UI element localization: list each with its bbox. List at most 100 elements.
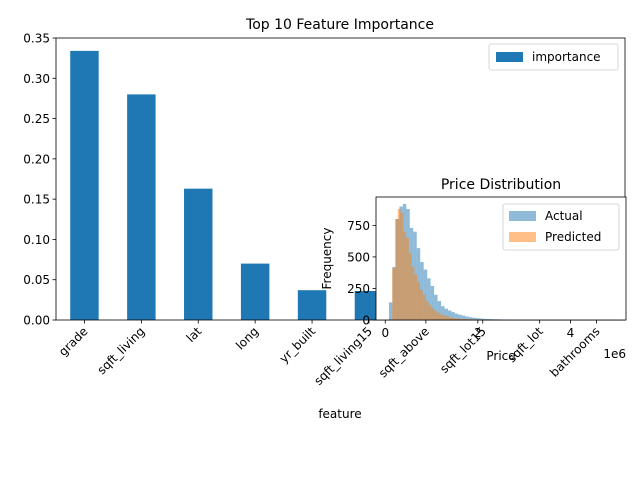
hist-bar-actual: [430, 285, 435, 320]
hist-bar-predicted: [433, 310, 437, 320]
hist-bar-actual: [388, 302, 393, 320]
inset-legend: Actual Predicted: [502, 203, 620, 251]
hist-bar-predicted: [439, 313, 443, 320]
hist-bar-predicted: [417, 282, 420, 320]
y-axis-ticks: 0.00 0.05 0.10 0.15 0.20 0.25 0.30 0.35: [23, 32, 56, 328]
hist-bar-actual: [437, 301, 442, 320]
bar-lat: [184, 188, 213, 320]
hist-bar-actual: [451, 312, 455, 320]
inset-legend-label: Predicted: [545, 230, 601, 244]
hist-bar-actual: [482, 318, 487, 320]
y-tick-label: 0.20: [23, 152, 50, 166]
bar-long: [240, 263, 270, 320]
hist-bar-predicted: [431, 308, 434, 320]
hist-bar-predicted: [461, 318, 465, 320]
plot-frame: [55, 37, 626, 321]
hist-bar-predicted: [406, 238, 409, 320]
inset-x-axis-ticks: 0 2 4: [381, 320, 574, 340]
x-axis-label: feature: [318, 407, 361, 421]
hist-bar-predicted: [400, 212, 404, 320]
y-tick-label: 0.35: [23, 32, 50, 46]
inset-y-axis-ticks: 0 250 500 750: [347, 219, 376, 328]
bar-grade: [70, 50, 99, 321]
hist-bar-actual: [489, 319, 494, 320]
hist-bar-actual: [434, 294, 438, 320]
inset-y-tick-label: 250: [347, 282, 370, 296]
hist-bar-predicted: [411, 267, 415, 320]
y-tick-label: 0.15: [23, 193, 50, 207]
inset-title: Price Distribution: [441, 177, 561, 193]
hist-bar-actual: [479, 318, 483, 320]
hist-bar-predicted: [428, 304, 432, 320]
hist-bar-actual: [472, 317, 476, 320]
hist-bar-actual: [427, 278, 431, 320]
hist-bar-predicted: [397, 208, 401, 320]
inset-x-tick-label: 2: [474, 326, 482, 340]
x-tick-label: grade: [56, 324, 91, 359]
hist-bar-predicted: [444, 316, 448, 320]
histogram-bars: [388, 203, 615, 320]
hist-bar-predicted: [394, 219, 398, 320]
y-tick-label: 0.05: [23, 273, 50, 287]
hist-bar-predicted: [467, 319, 470, 320]
y-tick-label: 0.10: [23, 233, 50, 247]
inset-legend-swatch: [509, 232, 536, 242]
inset-legend-label: Actual: [545, 209, 583, 223]
hist-bar-predicted: [392, 268, 395, 320]
hist-bar-predicted: [453, 317, 457, 320]
legend: importance: [488, 43, 619, 71]
x-axis-ticks: grade sqft_living lat long yr_builtsqft_livi…: [56, 320, 603, 388]
hist-bar-predicted: [414, 274, 418, 320]
x-tick-label: long: [233, 324, 261, 352]
hist-bar-predicted: [436, 312, 440, 320]
chart-title: Top 10 Feature Importance: [245, 17, 434, 33]
legend-box: [488, 43, 619, 71]
hist-bar-predicted: [464, 318, 468, 320]
price-distribution-chart: Price Distribution 0 250 500 750 0 2 4 Freque…: [320, 177, 627, 363]
hist-bar-predicted: [458, 318, 462, 320]
hist-bar-predicted: [447, 316, 451, 320]
hist-bar-predicted: [442, 315, 445, 320]
hist-bar-predicted: [408, 253, 412, 320]
hist-bar-predicted: [422, 294, 426, 320]
bar-sqft_living: [127, 94, 156, 321]
hist-bar-actual: [475, 318, 480, 320]
inset-y-axis-label: Frequency: [320, 228, 334, 290]
x-tick-label: bathrooms: [547, 324, 603, 380]
inset-plot-frame: [375, 196, 627, 321]
inset-y-tick-label: 750: [347, 219, 370, 233]
inset-x-offset-label: 1e6: [603, 347, 626, 361]
x-tick-label: sqft_living15: [311, 324, 375, 388]
legend-swatch: [496, 52, 523, 62]
inset-y-tick-label: 500: [347, 250, 370, 264]
inset-x-tick-label: 4: [567, 326, 575, 340]
hist-bar-actual: [461, 315, 466, 320]
axes-border: [55, 37, 626, 321]
inset-x-axis-label: Price: [486, 349, 515, 363]
inset-x-tick-label: 0: [381, 326, 389, 340]
hist-bar-predicted: [419, 289, 423, 320]
hist-bar-predicted: [425, 301, 429, 320]
inset-y-tick-label: 0: [362, 314, 370, 328]
hist-bar-actual: [458, 314, 462, 320]
hist-bar-actual: [486, 318, 490, 320]
bar-yr_built: [297, 290, 327, 320]
hist-bar-actual: [468, 317, 473, 320]
hist-bar-predicted: [403, 231, 407, 320]
hist-bar-actual: [447, 310, 452, 320]
hist-bar-actual: [444, 308, 448, 320]
inset-legend-swatch: [509, 211, 536, 221]
x-tick-label: yr_built: [277, 324, 319, 366]
y-tick-label: 0.30: [23, 72, 50, 86]
hist-bar-predicted: [450, 317, 454, 320]
hist-bar-predicted: [456, 318, 459, 320]
x-tick-label: lat: [184, 324, 205, 345]
inset-axes-border: [375, 196, 627, 321]
hist-bar-actual: [441, 306, 445, 320]
hist-bar-actual: [465, 316, 469, 320]
y-tick-label: 0.00: [23, 314, 50, 328]
legend-label: importance: [532, 50, 601, 64]
x-tick-label: sqft_living: [94, 324, 147, 377]
y-tick-label: 0.25: [23, 112, 50, 126]
